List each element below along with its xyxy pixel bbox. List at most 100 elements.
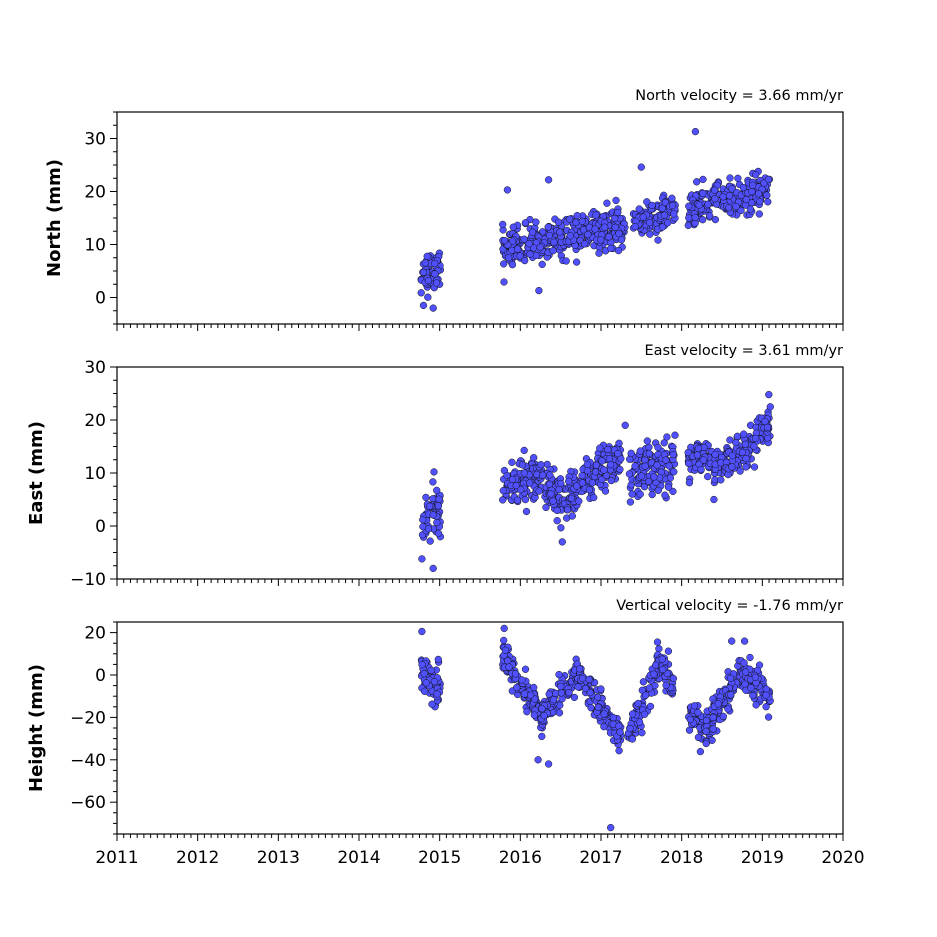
data-point <box>598 457 606 465</box>
data-point <box>570 693 579 702</box>
data-point <box>586 688 594 697</box>
data-point <box>547 490 555 498</box>
data-point <box>628 710 637 718</box>
outlier-point <box>637 163 645 171</box>
data-point <box>711 215 720 224</box>
data-point <box>635 718 644 726</box>
data-point <box>663 433 671 441</box>
data-point <box>418 661 426 669</box>
data-point <box>429 511 437 519</box>
data-point <box>762 691 770 699</box>
y-tick-label: 30 <box>84 130 106 150</box>
data-point <box>640 710 649 718</box>
data-point <box>661 491 669 499</box>
y-tick-label: 0 <box>95 517 106 537</box>
data-point <box>742 454 750 463</box>
data-point <box>611 223 619 232</box>
data-point <box>627 449 635 457</box>
data-point <box>550 238 558 246</box>
data-point <box>631 223 639 231</box>
data-point <box>422 493 430 502</box>
data-point <box>572 218 580 226</box>
north-panel: 0 10 20 30 North velocity = 3.66 mm/yr Nort… <box>44 88 844 331</box>
data-point <box>645 449 653 458</box>
y-tick-label: −40 <box>70 751 106 771</box>
data-point <box>668 194 676 202</box>
data-point <box>614 208 622 217</box>
outlier-point <box>544 760 553 768</box>
data-point <box>565 688 573 697</box>
data-point <box>511 670 520 678</box>
data-point <box>728 452 736 460</box>
data-point <box>648 490 656 499</box>
east-panel: −10 0 10 20 30 East velocity = 3.61 mm/yr Ea… <box>26 343 844 590</box>
data-point <box>626 498 635 506</box>
vertical-velocity-title: Vertical velocity = -1.76 mm/yr <box>616 598 843 614</box>
data-point <box>575 497 583 505</box>
data-point <box>685 202 693 210</box>
data-point <box>562 257 570 265</box>
data-point <box>725 204 733 212</box>
data-point <box>539 471 547 479</box>
data-point <box>546 471 554 479</box>
x-tick-label: 2015 <box>418 848 461 868</box>
outlier-point <box>535 286 543 295</box>
x-tick-label: 2020 <box>821 848 864 868</box>
data-point <box>424 525 433 533</box>
data-point <box>650 670 658 678</box>
y-tick-label: 20 <box>84 411 106 431</box>
outlier-point <box>418 555 426 563</box>
data-point <box>616 465 624 474</box>
data-point <box>578 479 587 487</box>
data-point <box>500 278 508 286</box>
data-point <box>516 252 524 260</box>
y-tick-label: −10 <box>70 570 106 590</box>
data-point <box>696 747 705 756</box>
height-plot-frame <box>116 621 844 835</box>
outlier-point <box>534 756 542 764</box>
data-point <box>659 665 667 674</box>
data-point <box>665 462 673 470</box>
data-point <box>654 486 662 495</box>
data-point <box>764 198 772 206</box>
data-point <box>540 711 548 720</box>
data-point <box>654 443 662 452</box>
data-point <box>522 507 531 516</box>
data-point <box>499 220 507 229</box>
x-tick-label: 2012 <box>176 848 219 868</box>
data-point <box>719 712 727 720</box>
data-point <box>652 661 660 669</box>
data-point <box>714 700 722 708</box>
data-point <box>545 231 554 240</box>
data-point <box>702 727 710 735</box>
data-point <box>601 223 609 231</box>
data-point <box>417 289 425 297</box>
data-point <box>508 237 517 245</box>
data-point <box>583 467 592 475</box>
data-point <box>699 216 707 224</box>
data-point <box>697 465 705 474</box>
data-point <box>628 735 637 743</box>
data-point <box>693 178 701 186</box>
north-points <box>417 127 774 312</box>
data-point <box>544 223 552 231</box>
data-point <box>592 211 600 219</box>
data-point <box>530 454 538 462</box>
data-point <box>636 490 644 498</box>
data-point <box>766 403 774 411</box>
data-point <box>648 201 656 210</box>
data-point <box>737 206 745 215</box>
data-point <box>549 247 557 255</box>
x-tick-label: 2011 <box>95 848 138 868</box>
data-point <box>557 689 566 697</box>
data-point <box>528 228 537 236</box>
data-point <box>553 506 561 515</box>
data-point <box>557 524 565 532</box>
data-point <box>563 506 572 514</box>
data-point <box>530 683 538 692</box>
data-point <box>709 713 717 722</box>
x-tick-label: 2013 <box>257 848 300 868</box>
data-point <box>645 477 653 486</box>
